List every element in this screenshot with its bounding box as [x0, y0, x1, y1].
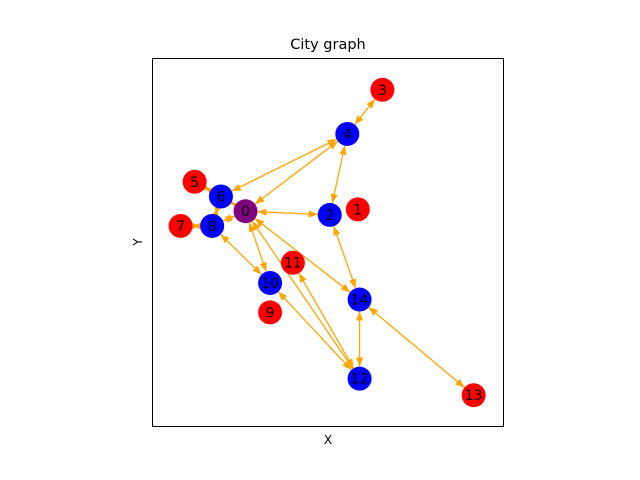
node-6: 6: [208, 184, 233, 209]
edge-4-6: [231, 138, 337, 192]
node-label-10: 10: [261, 276, 279, 292]
node-marker-0: [233, 199, 258, 224]
node-10: 10: [258, 270, 283, 295]
node-marker-11: [280, 250, 305, 275]
node-label-9: 9: [266, 305, 275, 321]
node-label-11: 11: [284, 256, 302, 272]
node-marker-2: [317, 202, 342, 227]
node-marker-7: [168, 213, 193, 238]
node-11: 11: [280, 250, 305, 275]
edge-11-12: [298, 272, 355, 369]
edge-3-4: [354, 98, 376, 125]
node-label-3: 3: [378, 83, 387, 99]
node-7: 7: [168, 213, 193, 238]
edge-8-10: [220, 233, 262, 276]
node-marker-5: [182, 169, 207, 194]
node-label-6: 6: [216, 190, 225, 206]
edge-6-8: [211, 204, 222, 218]
edge-13-14: [368, 306, 465, 389]
node-label-8: 8: [208, 219, 217, 235]
node-marker-12: [347, 366, 372, 391]
y-axis-label: Y: [131, 238, 145, 247]
node-label-13: 13: [465, 388, 483, 404]
node-2: 2: [317, 202, 342, 227]
node-marker-14: [347, 287, 372, 312]
node-8: 8: [200, 213, 225, 238]
edge-0-6: [225, 197, 241, 211]
node-marker-3: [370, 77, 395, 102]
node-label-2: 2: [325, 208, 334, 224]
node-label-7: 7: [176, 219, 185, 235]
node-marker-4: [335, 121, 360, 146]
plot-area: [152, 58, 504, 427]
node-marker-10: [258, 270, 283, 295]
node-marker-6: [208, 184, 233, 209]
node-label-5: 5: [190, 175, 199, 191]
edges-layer: [191, 98, 465, 389]
node-marker-9: [258, 300, 283, 325]
node-5: 5: [182, 169, 207, 194]
node-1: 1: [345, 197, 370, 222]
node-marker-8: [200, 213, 225, 238]
node-0: 0: [233, 199, 258, 224]
node-label-0: 0: [241, 204, 250, 220]
node-14: 14: [347, 287, 372, 312]
edge-0-2: [257, 208, 318, 218]
node-4: 4: [335, 121, 360, 146]
edge-0-8: [222, 214, 235, 224]
node-label-4: 4: [343, 127, 352, 143]
chart-title: City graph: [290, 37, 365, 53]
node-13: 13: [461, 383, 486, 408]
node-marker-1: [345, 197, 370, 222]
node-12: 12: [347, 366, 372, 391]
edge-2-4: [330, 145, 347, 204]
node-label-1: 1: [353, 202, 362, 218]
node-label-12: 12: [351, 372, 369, 388]
x-axis-label: X: [324, 433, 332, 447]
node-9: 9: [258, 300, 283, 325]
node-marker-13: [461, 383, 486, 408]
node-3: 3: [370, 77, 395, 102]
edge-5-6: [200, 183, 215, 196]
node-label-14: 14: [351, 293, 369, 309]
